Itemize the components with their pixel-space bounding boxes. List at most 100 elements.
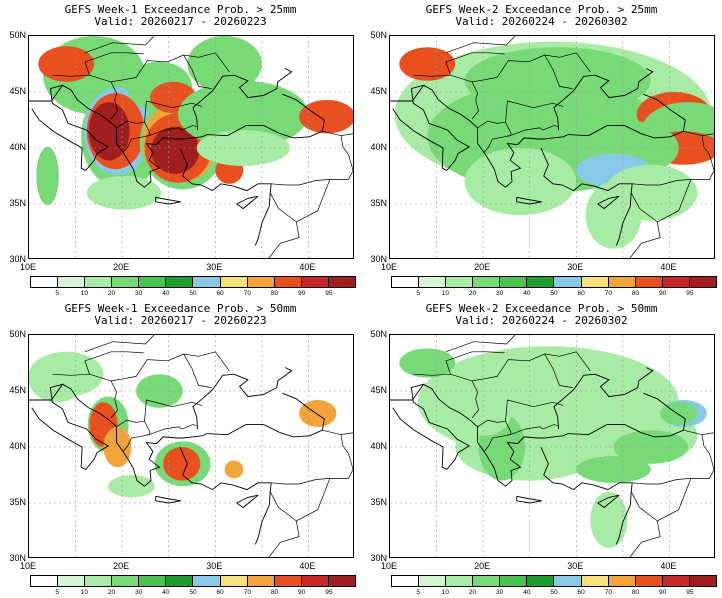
longitude-label: 10E <box>19 262 37 272</box>
country-border <box>413 52 577 83</box>
coastline <box>567 392 686 438</box>
probability-region <box>399 47 456 81</box>
colorbar-swatch <box>689 576 716 586</box>
colorbar-label: 5 <box>55 589 59 596</box>
colorbar-label: 80 <box>270 290 279 297</box>
longitude-label: 30E <box>567 561 584 571</box>
colorbar-swatch <box>301 277 329 287</box>
longitude-label: 40E <box>299 262 316 272</box>
country-border <box>413 351 577 382</box>
country-border <box>542 424 558 430</box>
probability-region <box>196 130 290 166</box>
country-border <box>181 424 197 430</box>
probability-map <box>389 35 715 259</box>
colorbar-label: 95 <box>325 589 333 596</box>
country-border <box>52 351 216 382</box>
colorbar-label: 20 <box>107 290 116 297</box>
coastline <box>62 84 208 188</box>
panel-week1-25mm: GEFS Week-1 Exceedance Prob. > 25mm Vali… <box>0 0 361 299</box>
country-border <box>471 380 479 419</box>
colorbar-label: 80 <box>631 589 640 596</box>
colorbar-label: 95 <box>686 589 694 596</box>
country-border <box>215 351 230 372</box>
colorbar-swatch <box>446 277 474 287</box>
colorbar-swatch <box>419 277 447 287</box>
country-border <box>445 36 516 54</box>
probability-region <box>103 426 132 468</box>
latitude-label: 50N <box>370 329 387 339</box>
longitude-label: 10E <box>380 262 398 272</box>
colorbar <box>391 575 717 587</box>
longitude-label: 30E <box>206 262 223 272</box>
colorbar-label: 5 <box>416 589 420 596</box>
latitude-label: 50N <box>9 329 26 339</box>
colorbar-label: 60 <box>577 290 585 297</box>
probability-region <box>299 399 337 427</box>
country-border <box>542 125 558 131</box>
colorbar-swatch <box>139 576 167 586</box>
longitude-label: 20E <box>113 561 130 571</box>
panel-valid-dates: Valid: 20260217 - 20260223 <box>94 314 267 327</box>
panel-valid-dates: Valid: 20260224 - 20260302 <box>455 314 628 327</box>
probability-region <box>576 455 651 483</box>
latitude-label: 35N <box>9 497 26 507</box>
colorbar-swatch <box>473 277 501 287</box>
country-border <box>183 54 212 89</box>
colorbar-swatch <box>220 576 248 586</box>
colorbar-label: 10 <box>80 589 88 596</box>
country-border <box>183 353 212 388</box>
colorbar-swatch <box>554 576 582 586</box>
map-canvas <box>29 36 353 258</box>
colorbar-swatch <box>581 277 609 287</box>
colorbar-swatch <box>392 277 420 287</box>
coastline <box>155 495 181 504</box>
colorbar-swatch <box>635 277 663 287</box>
colorbar-swatch <box>662 277 690 287</box>
coastline <box>540 446 633 545</box>
country-border <box>445 351 505 375</box>
country-border <box>576 52 591 73</box>
country-border <box>110 81 118 120</box>
colorbar-swatch <box>419 576 447 586</box>
country-border <box>271 133 353 186</box>
colorbar-swatch <box>274 576 302 586</box>
longitude-label: 20E <box>113 262 130 272</box>
colorbar-label: 90 <box>298 589 306 596</box>
country-border <box>629 192 661 258</box>
country-border <box>296 478 331 522</box>
colorbar-label: 30 <box>135 290 143 297</box>
latitude-label: 50N <box>370 30 387 40</box>
country-border <box>683 130 703 137</box>
map-canvas <box>390 335 714 557</box>
colorbar-swatch <box>166 576 194 586</box>
probability-region <box>590 491 628 548</box>
colorbar-swatch <box>328 277 355 287</box>
coastline <box>423 84 569 188</box>
country-border <box>84 52 144 76</box>
country-border <box>122 127 183 153</box>
coastline <box>29 383 110 470</box>
probability-region <box>163 447 201 481</box>
colorbar-swatch <box>446 576 474 586</box>
country-border <box>544 353 573 388</box>
latitude-label: 45N <box>9 86 26 96</box>
country-border <box>215 52 230 73</box>
latitude-label: 45N <box>370 385 387 395</box>
colorbar-label: 60 <box>216 589 224 596</box>
colorbar-swatch <box>139 277 167 287</box>
panel-week2-50mm: GEFS Week-2 Exceedance Prob. > 50mm Vali… <box>361 299 722 598</box>
coastline <box>390 84 471 171</box>
colorbar-label: 10 <box>441 589 449 596</box>
colorbar-label: 30 <box>496 290 504 297</box>
longitude-label: 40E <box>660 262 677 272</box>
coastline <box>516 196 542 205</box>
coastline <box>206 392 325 438</box>
country-border <box>471 81 479 120</box>
coastline <box>553 367 654 430</box>
probability-region <box>108 475 155 498</box>
colorbar-label: 60 <box>577 589 585 596</box>
probability-region <box>36 146 59 206</box>
coastline <box>192 68 293 131</box>
colorbar-label: 80 <box>631 290 640 297</box>
probability-region <box>86 176 162 210</box>
